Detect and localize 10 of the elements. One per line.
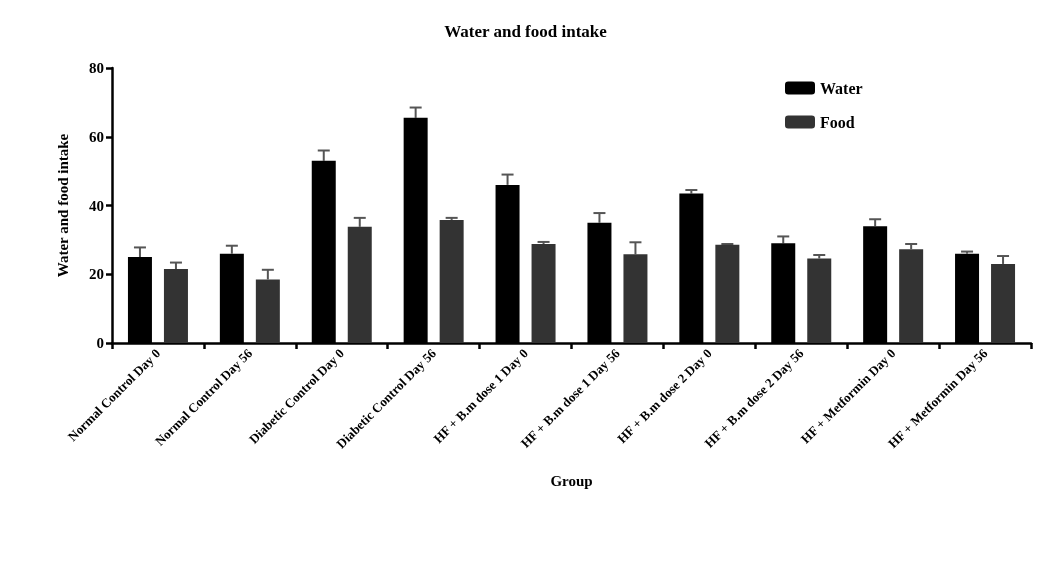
y-tick-label: 20	[89, 266, 104, 283]
y-tick-label: 40	[89, 197, 104, 214]
legend-label: Water	[820, 79, 863, 97]
y-axis-title: Water and food intake	[54, 133, 71, 278]
legend-label: Food	[820, 113, 855, 131]
y-tick-label: 60	[89, 128, 104, 145]
y-tick-label: 80	[89, 60, 104, 76]
y-tick-label: 0	[96, 335, 104, 351]
x-axis-title: Group	[550, 472, 593, 489]
chart-title: Water and food intake	[444, 22, 608, 41]
